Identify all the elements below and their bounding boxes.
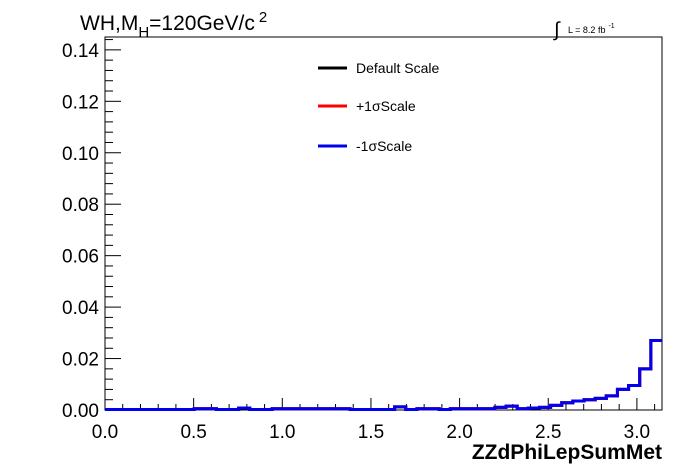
title-subscript: H: [138, 24, 149, 41]
y-tick-label: 0.08: [62, 195, 99, 216]
y-axis: 0.00 0.02 0.04 0.06 0.08 0.10 0.12 0.14: [62, 39, 121, 422]
legend-label: -1σScale: [356, 138, 412, 154]
integral-symbol: ∫: [553, 19, 561, 41]
histogram-series-line: [105, 339, 662, 411]
lumi-text: L = 8.2 fb -1: [568, 23, 615, 35]
y-tick-label: 0.00: [62, 401, 99, 422]
plot-frame: [104, 36, 663, 411]
y-tick-label: 0.04: [62, 298, 99, 319]
x-tick-label: 2.0: [446, 422, 472, 443]
x-axis-label: ZZdPhiLepSumMet: [472, 441, 662, 464]
x-tick-label: 2.5: [535, 422, 561, 443]
y-tick-label: 0.10: [62, 144, 99, 165]
x-tick-label: 1.5: [358, 422, 384, 443]
y-tick-label: 0.02: [62, 350, 99, 371]
legend-label: +1σScale: [356, 98, 416, 114]
lumi-value: L = 8.2 fb: [568, 25, 605, 35]
title-superscript: 2: [259, 9, 267, 26]
series-group: [105, 339, 662, 411]
legend-label: Default Scale: [356, 60, 439, 76]
x-tick-label: 3.0: [624, 422, 650, 443]
chart-title: WH,MH=120GeV/c 2: [80, 9, 267, 41]
x-tick-label: 0.0: [92, 422, 118, 443]
x-tick-label: 0.5: [180, 422, 206, 443]
legend: Default Scale +1σScale -1σScale: [318, 60, 439, 154]
y-tick-label: 0.14: [62, 41, 99, 62]
x-tick-label: 1.0: [269, 422, 295, 443]
histogram-series-line: [105, 339, 662, 411]
luminosity-label: ∫ L = 8.2 fb -1: [553, 19, 615, 41]
y-tick-label: 0.12: [62, 92, 99, 113]
title-prefix: WH,M: [80, 12, 138, 35]
title-middle: =120GeV/c: [149, 12, 255, 35]
x-axis: 0.0 0.5 1.0 1.5 2.0 2.5 3.0: [92, 398, 656, 443]
histogram-series-line: [105, 339, 662, 411]
y-tick-label: 0.06: [62, 247, 99, 268]
lumi-superscript: -1: [608, 23, 614, 30]
